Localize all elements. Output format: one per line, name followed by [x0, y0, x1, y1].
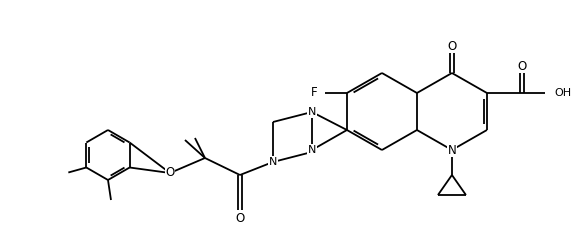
- Text: O: O: [166, 168, 175, 178]
- Text: O: O: [518, 61, 526, 71]
- Text: OH: OH: [554, 88, 571, 98]
- Text: N: N: [308, 145, 316, 155]
- Text: F: F: [312, 88, 318, 98]
- Text: OH: OH: [554, 88, 570, 98]
- Text: N: N: [448, 144, 456, 157]
- Text: O: O: [236, 212, 245, 224]
- Text: N: N: [269, 157, 277, 167]
- Text: F: F: [312, 86, 318, 99]
- Text: N: N: [308, 107, 316, 117]
- Text: O: O: [165, 167, 175, 179]
- Text: O: O: [236, 213, 244, 223]
- Text: N: N: [269, 157, 277, 167]
- Text: O: O: [448, 41, 456, 51]
- Text: O: O: [517, 60, 526, 73]
- Text: N: N: [308, 107, 316, 117]
- Text: O: O: [448, 40, 457, 53]
